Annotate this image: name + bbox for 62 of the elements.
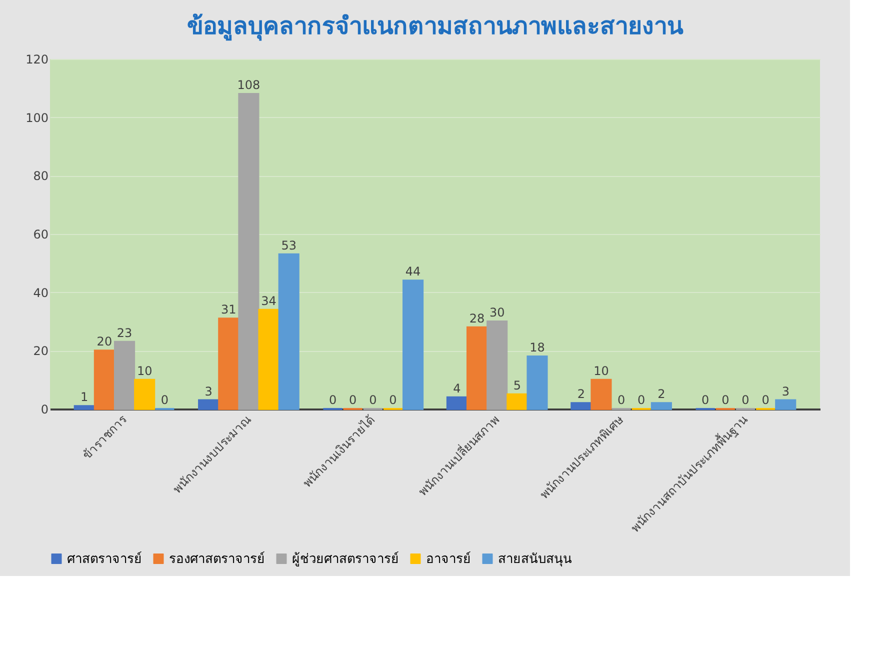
legend-label: อาจารย์ bbox=[426, 550, 471, 567]
data-label: 10 bbox=[594, 364, 609, 378]
data-label: 0 bbox=[160, 393, 168, 407]
data-label: 10 bbox=[136, 364, 152, 378]
y-tick-label: 120 bbox=[26, 52, 48, 66]
legend-label: ศาสตราจารย์ bbox=[67, 550, 142, 567]
data-label: 0 bbox=[349, 393, 357, 407]
data-label: 53 bbox=[281, 238, 296, 252]
bar bbox=[466, 326, 488, 410]
y-tick-label: 60 bbox=[33, 228, 48, 242]
y-tick-label: 80 bbox=[33, 169, 48, 184]
data-label: 0 bbox=[742, 393, 750, 407]
bar bbox=[570, 402, 592, 410]
bar bbox=[218, 318, 240, 410]
y-tick-label: 40 bbox=[33, 286, 48, 300]
bar bbox=[446, 396, 468, 410]
data-label: 2 bbox=[658, 387, 666, 402]
data-label: 3 bbox=[204, 384, 212, 398]
bar bbox=[486, 320, 508, 410]
bar bbox=[198, 399, 220, 410]
data-label: 0 bbox=[722, 393, 730, 407]
data-label: 0 bbox=[702, 393, 710, 407]
data-label: 3 bbox=[782, 384, 790, 398]
data-label: 4 bbox=[453, 381, 461, 396]
legend-label: รองศาสตราจารย์ bbox=[169, 550, 265, 567]
data-label: 0 bbox=[389, 393, 397, 407]
bar bbox=[526, 356, 548, 410]
data-label: 0 bbox=[617, 393, 626, 407]
data-label: 2 bbox=[577, 387, 585, 402]
bar bbox=[114, 340, 136, 410]
data-label: 0 bbox=[369, 393, 377, 407]
chart-title: ข้อมูลบุคลากรจำแนกตามสถานภาพและสายงาน bbox=[187, 12, 684, 42]
bar bbox=[94, 350, 115, 410]
bar bbox=[258, 308, 280, 410]
data-label: 0 bbox=[762, 393, 770, 407]
bar bbox=[650, 402, 672, 410]
bar bbox=[402, 280, 424, 410]
data-label: 5 bbox=[513, 378, 521, 392]
data-label: 44 bbox=[405, 264, 421, 279]
data-label: 28 bbox=[469, 311, 485, 326]
bar bbox=[506, 393, 528, 410]
data-label: 23 bbox=[116, 326, 132, 340]
data-label: 34 bbox=[261, 294, 276, 308]
bar bbox=[775, 399, 796, 410]
data-label: 31 bbox=[220, 302, 236, 317]
bar bbox=[590, 378, 612, 410]
data-label: 20 bbox=[96, 334, 112, 349]
data-label: 0 bbox=[328, 393, 337, 407]
data-label: 0 bbox=[638, 393, 646, 407]
data-label: 30 bbox=[489, 306, 505, 320]
bar bbox=[134, 378, 156, 410]
legend-label: ผู้ช่วยศาสตราจารย์ bbox=[292, 550, 399, 567]
bar bbox=[278, 253, 300, 410]
data-label: 18 bbox=[530, 340, 545, 354]
legend-label: สายสนับสนุน bbox=[498, 552, 572, 567]
bar bbox=[74, 405, 95, 410]
data-label: 108 bbox=[237, 78, 260, 92]
data-label: 1 bbox=[80, 390, 88, 404]
bar bbox=[238, 93, 260, 410]
y-tick-label: 20 bbox=[33, 344, 48, 358]
y-tick-label: 0 bbox=[40, 402, 48, 416]
y-tick-label: 100 bbox=[26, 110, 48, 125]
